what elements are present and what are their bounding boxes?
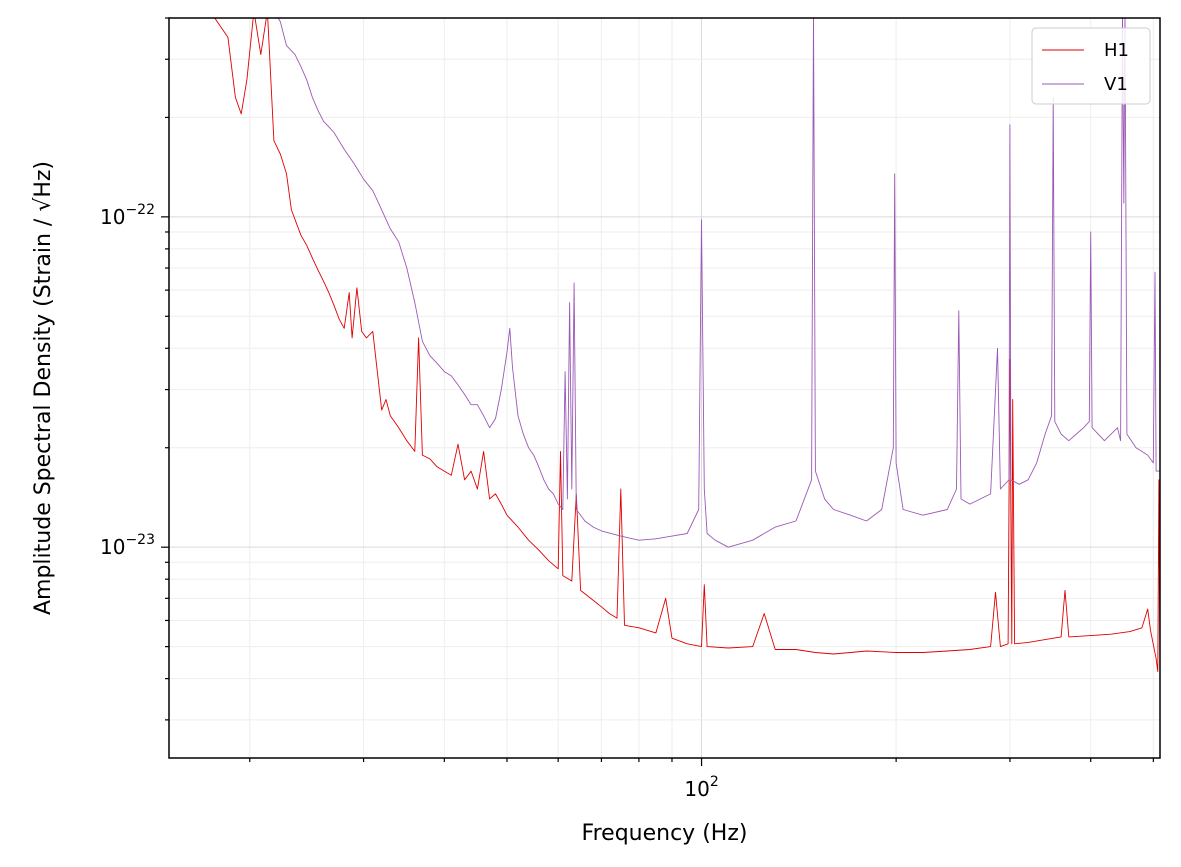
series-line-v1 [277,18,1160,548]
y-tick-label: 10−23 [100,532,155,559]
legend-label-v1: V1 [1104,74,1128,95]
series-layer [214,18,1160,676]
x-axis-label: Frequency (Hz) [582,821,748,846]
legend-box [1031,27,1151,105]
legend-label-h1: H1 [1104,40,1129,61]
y-axis-label: Amplitude Spectral Density (Strain / √Hz… [31,161,56,615]
legend: H1 V1 [1031,27,1151,105]
grid [169,17,1160,758]
series-line-h1 [214,18,1160,676]
y-tick-label: 10−22 [100,202,155,229]
ticks: 102 10−22 10−23 [100,17,1154,801]
x-tick-label: 102 [684,774,718,801]
plot-frame [168,17,1161,759]
